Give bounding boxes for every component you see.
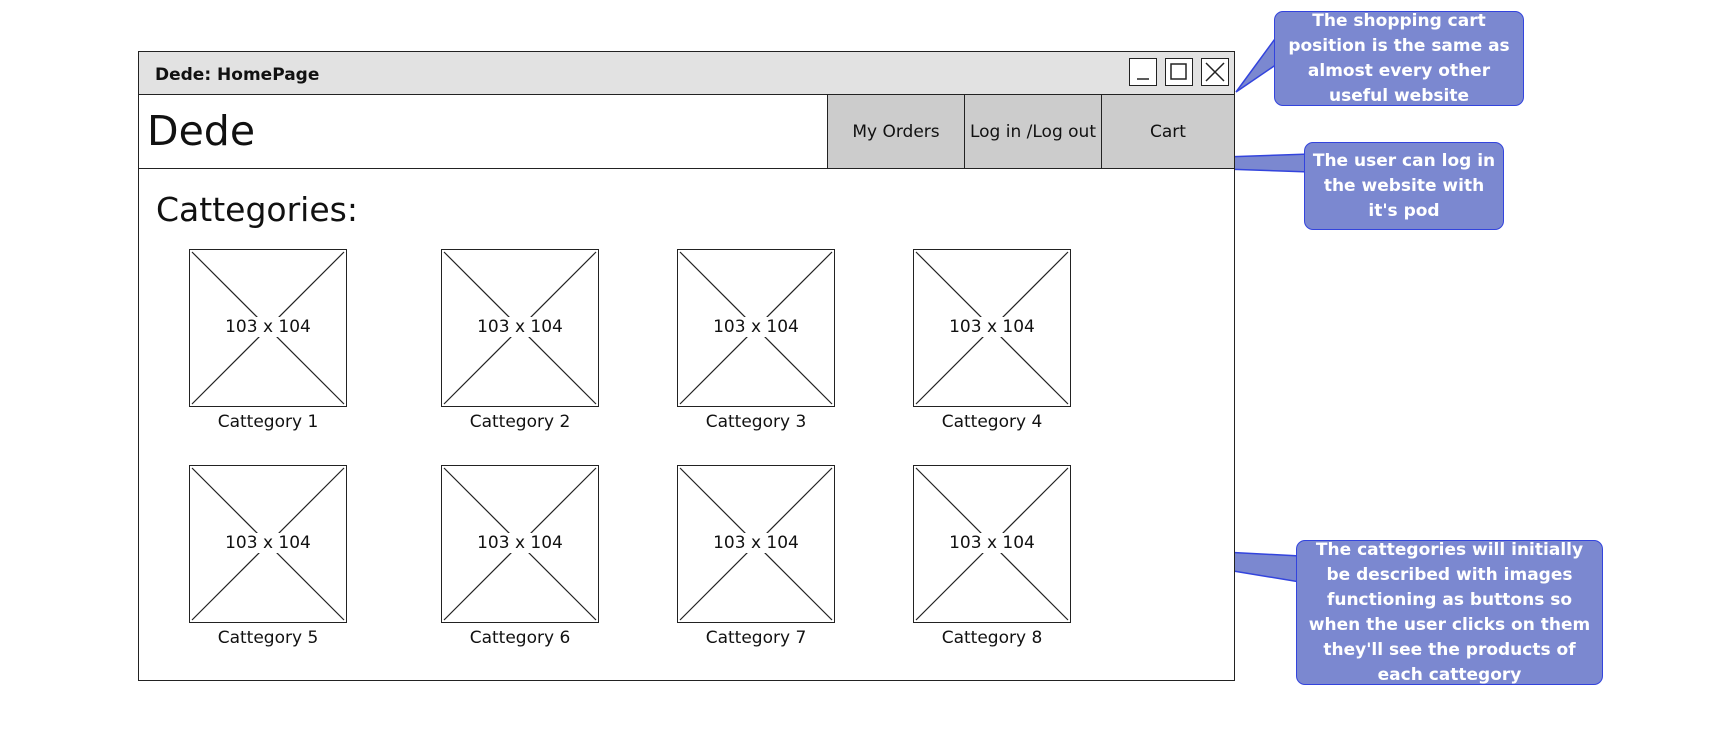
login-logout-button[interactable]: Log in /Log out bbox=[964, 95, 1101, 168]
category-label: Cattegory 6 bbox=[469, 628, 571, 648]
category-tile[interactable]: 103 x 104 Cattegory 8 bbox=[913, 465, 1071, 648]
category-label: Cattegory 7 bbox=[705, 628, 807, 648]
categories-heading: Cattegories: bbox=[156, 190, 358, 229]
maximize-button[interactable] bbox=[1165, 58, 1193, 86]
category-tile[interactable]: 103 x 104 Cattegory 3 bbox=[677, 249, 835, 432]
browser-window: Dede: HomePage Dede My Orders Log in /Lo… bbox=[138, 51, 1235, 681]
image-size-label: 103 x 104 bbox=[948, 317, 1036, 337]
category-tile[interactable]: 103 x 104 Cattegory 6 bbox=[441, 465, 599, 648]
login-callout: The user can log in the website with it'… bbox=[1304, 142, 1504, 230]
category-label: Cattegory 3 bbox=[705, 412, 807, 432]
minimize-button[interactable] bbox=[1129, 58, 1157, 86]
category-image-placeholder[interactable]: 103 x 104 bbox=[677, 249, 835, 407]
maximize-icon bbox=[1170, 63, 1187, 80]
category-tile[interactable]: 103 x 104 Cattegory 1 bbox=[189, 249, 347, 432]
category-image-placeholder[interactable]: 103 x 104 bbox=[913, 465, 1071, 623]
category-label: Cattegory 1 bbox=[217, 412, 319, 432]
category-label: Cattegory 2 bbox=[469, 412, 571, 432]
window-title: Dede: HomePage bbox=[155, 65, 320, 85]
category-image-placeholder[interactable]: 103 x 104 bbox=[677, 465, 835, 623]
image-size-label: 103 x 104 bbox=[224, 533, 312, 553]
category-label: Cattegory 4 bbox=[941, 412, 1043, 432]
category-image-placeholder[interactable]: 103 x 104 bbox=[189, 465, 347, 623]
site-header: Dede My Orders Log in /Log out Cart bbox=[139, 95, 1234, 169]
category-label: Cattegory 8 bbox=[941, 628, 1043, 648]
category-tile[interactable]: 103 x 104 Cattegory 2 bbox=[441, 249, 599, 432]
category-image-placeholder[interactable]: 103 x 104 bbox=[441, 465, 599, 623]
category-image-placeholder[interactable]: 103 x 104 bbox=[913, 249, 1071, 407]
category-image-placeholder[interactable]: 103 x 104 bbox=[189, 249, 347, 407]
category-tile[interactable]: 103 x 104 Cattegory 5 bbox=[189, 465, 347, 648]
image-size-label: 103 x 104 bbox=[712, 317, 800, 337]
image-size-label: 103 x 104 bbox=[948, 533, 1036, 553]
close-button[interactable] bbox=[1201, 58, 1229, 86]
image-size-label: 103 x 104 bbox=[712, 533, 800, 553]
minimize-icon bbox=[1137, 78, 1149, 80]
site-logo[interactable]: Dede bbox=[147, 107, 256, 155]
image-size-label: 103 x 104 bbox=[476, 317, 564, 337]
categories-callout: The cattegories will initially be descri… bbox=[1296, 540, 1603, 685]
category-tile[interactable]: 103 x 104 Cattegory 4 bbox=[913, 249, 1071, 432]
my-orders-button[interactable]: My Orders bbox=[827, 95, 964, 168]
category-tile[interactable]: 103 x 104 Cattegory 7 bbox=[677, 465, 835, 648]
category-image-placeholder[interactable]: 103 x 104 bbox=[441, 249, 599, 407]
category-label: Cattegory 5 bbox=[217, 628, 319, 648]
image-size-label: 103 x 104 bbox=[476, 533, 564, 553]
title-bar: Dede: HomePage bbox=[139, 52, 1234, 95]
cart-position-callout: The shopping cart position is the same a… bbox=[1274, 11, 1524, 106]
close-icon bbox=[1205, 62, 1225, 82]
cart-button[interactable]: Cart bbox=[1101, 95, 1234, 168]
image-size-label: 103 x 104 bbox=[224, 317, 312, 337]
